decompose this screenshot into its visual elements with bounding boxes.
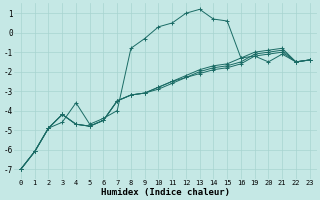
X-axis label: Humidex (Indice chaleur): Humidex (Indice chaleur)	[101, 188, 230, 197]
